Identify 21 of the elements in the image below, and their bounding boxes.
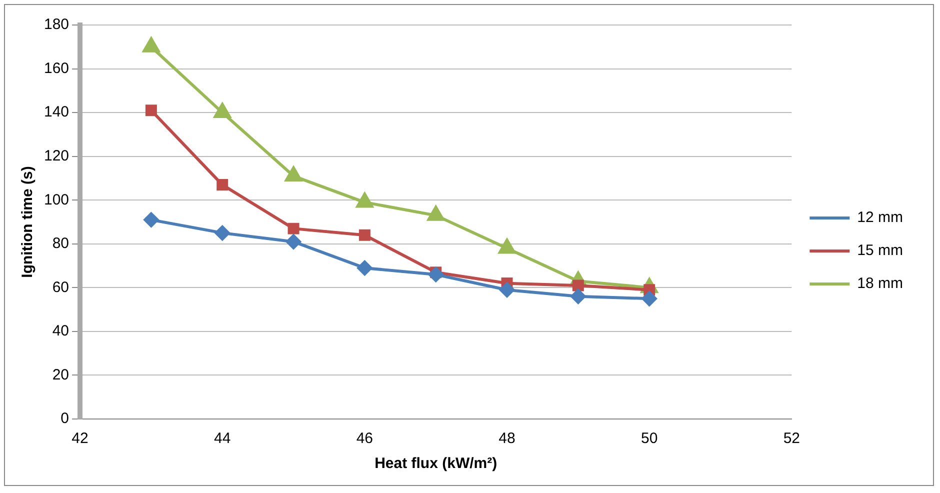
y-tick-label: 60 [52, 278, 70, 296]
legend-label: 15 mm [857, 242, 903, 260]
x-tick-label: 44 [214, 430, 231, 448]
y-tick-label: 140 [44, 104, 70, 121]
y-tick-label: 160 [44, 60, 70, 77]
x-tick-label: 50 [640, 430, 658, 448]
y-axis-title: Ignition time (s) [19, 166, 36, 278]
x-tick-label: 52 [783, 430, 800, 448]
y-tick-label: 20 [52, 366, 70, 384]
x-tick-label: 48 [498, 430, 516, 448]
x-tick-label: 42 [72, 430, 88, 448]
y-tick-label: 80 [52, 235, 70, 252]
x-axis-title: Heat flux (kW/m²) [374, 455, 498, 472]
y-tick-label: 120 [44, 147, 70, 164]
x-tick-label: 46 [356, 430, 374, 448]
legend-label: 12 mm [857, 209, 903, 226]
y-tick-label: 180 [44, 16, 70, 34]
y-tick-label: 40 [52, 322, 70, 340]
y-tick-label: 100 [44, 191, 70, 208]
legend-label: 18 mm [857, 275, 903, 292]
y-tick-label: 0 [60, 410, 70, 428]
